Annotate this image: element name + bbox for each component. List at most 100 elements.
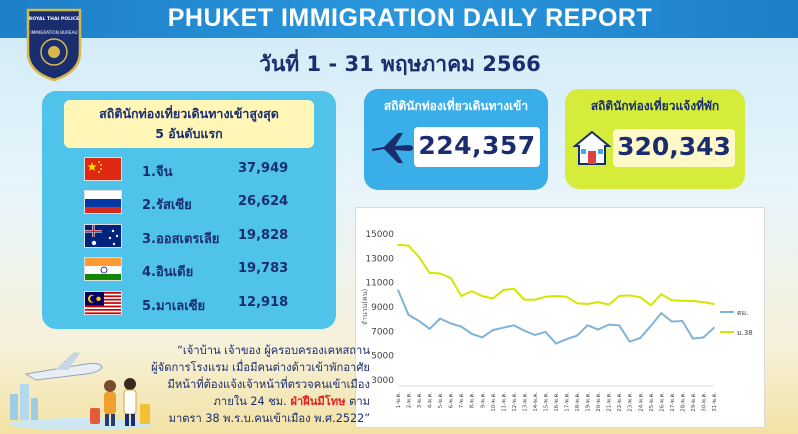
y-tick-label: 13000 <box>365 254 394 264</box>
data-point <box>702 336 705 339</box>
data-point <box>544 331 547 333</box>
x-tick-label: 7-พ.ค. <box>459 392 465 409</box>
data-point <box>660 312 663 314</box>
notice-segment: ภายใน 24 ชม. <box>213 395 287 408</box>
country-value: 37,949 <box>238 161 289 176</box>
notice-line: ภายใน 24 ชม. ฝ่าฝืนมีโทษ ตาม <box>138 393 370 410</box>
reports-value-box: 320,343 <box>613 129 735 167</box>
y-tick-label: 9000 <box>371 303 394 313</box>
x-tick-label: 14-พ.ค. <box>533 392 539 412</box>
x-tick-label: 24-พ.ค. <box>638 392 644 412</box>
india-flag-icon <box>84 257 122 281</box>
x-tick-label: 4-พ.ค. <box>428 392 434 409</box>
x-tick-label: 1-พ.ค. <box>396 392 402 409</box>
y-tick-label: 5000 <box>371 352 394 362</box>
x-tick-label: 15-พ.ค. <box>543 392 549 412</box>
country-row: 1.จีน 37,949 <box>42 157 336 183</box>
y-axis-label: จำนวน(คน) <box>361 289 369 326</box>
data-point <box>428 328 431 330</box>
y-tick-label: 11000 <box>365 279 394 289</box>
x-tick-label: 16-พ.ค. <box>554 392 560 412</box>
x-tick-label: 28-พ.ค. <box>680 392 686 412</box>
data-point <box>565 295 568 298</box>
data-point <box>713 303 715 305</box>
x-tick-label: 18-พ.ค. <box>575 392 581 412</box>
country-value: 19,783 <box>238 261 289 276</box>
data-point <box>639 337 642 339</box>
legend-label: ม.38 <box>737 329 753 337</box>
x-tick-label: 25-พ.ค. <box>649 392 655 412</box>
country-name: 2.รัสเซีย <box>142 198 192 213</box>
airplane-icon <box>372 133 413 163</box>
x-tick-label: 31-พ.ค. <box>712 392 718 412</box>
arrivals-value: 224,357 <box>418 131 536 160</box>
data-point <box>607 323 610 326</box>
data-point <box>502 289 505 291</box>
notice-segment: ตาม <box>349 395 370 408</box>
data-point <box>639 296 642 299</box>
x-tick-label: 26-พ.ค. <box>659 392 665 412</box>
arrivals-title: สถิตินักท่องเที่ยวเดินทางเข้า <box>383 99 529 113</box>
data-point <box>397 244 399 246</box>
x-tick-label: 29-พ.ค. <box>691 392 697 412</box>
x-tick-label: 17-พ.ค. <box>565 392 571 412</box>
data-point <box>460 295 462 297</box>
x-tick-label: 12-พ.ค. <box>512 392 518 412</box>
data-point <box>702 301 705 303</box>
arrivals-value-box: 224,357 <box>414 127 540 167</box>
data-point <box>681 300 684 302</box>
data-point <box>576 302 578 305</box>
country-row: 3.ออสเตรเลีย 19,828 <box>42 224 336 250</box>
top5-title-line2: 5 อันดับแรก <box>155 126 223 141</box>
data-point <box>407 314 410 316</box>
data-point <box>660 293 663 295</box>
x-tick-label: 9-พ.ค. <box>480 392 486 409</box>
malaysia-flag-icon <box>84 291 122 315</box>
country-value: 19,828 <box>238 228 289 243</box>
data-point <box>650 325 652 327</box>
country-row: 2.รัสเซีย 26,624 <box>42 190 336 216</box>
data-point <box>597 328 599 331</box>
data-point <box>470 333 473 335</box>
x-tick-label: 19-พ.ค. <box>586 392 592 412</box>
country-name: 1.จีน <box>142 165 173 180</box>
reports-panel: สถิตินักท่องเที่ยวแจ้งที่พัก 320,343 <box>565 89 745 189</box>
data-point <box>618 295 620 297</box>
x-tick-label: 5-พ.ค. <box>438 392 444 409</box>
travel-illustration-icon <box>9 352 153 430</box>
y-tick-label: 3000 <box>371 376 394 386</box>
country-row: 4.อินเดีย 19,783 <box>42 257 336 283</box>
x-tick-label: 20-พ.ค. <box>596 392 602 412</box>
data-point <box>439 272 441 275</box>
china-flag-icon <box>84 157 122 181</box>
notice-text: “เจ้าบ้าน เจ้าของ ผู้ครอบครองเคหสถาน ผู้… <box>138 342 370 427</box>
data-point <box>586 324 589 327</box>
data-point <box>534 298 536 301</box>
data-point <box>449 322 452 325</box>
data-point <box>555 295 557 297</box>
data-point <box>597 301 599 303</box>
data-point <box>470 290 473 292</box>
x-tick-label: 8-พ.ค. <box>470 392 476 409</box>
badge-top-text: ROYAL THAI POLICE <box>29 16 80 22</box>
data-point <box>449 277 452 279</box>
data-point <box>418 320 420 322</box>
notice-penalty-text: ฝ่าฝืนมีโทษ <box>290 395 346 408</box>
data-point <box>555 342 557 345</box>
data-point <box>692 337 694 340</box>
data-point <box>492 297 494 300</box>
data-point <box>628 340 631 343</box>
reports-title: สถิตินักท่องเที่ยวแจ้งที่พัก <box>590 99 720 113</box>
country-name: 4.อินเดีย <box>142 265 194 280</box>
top5-title: สถิตินักท่องเที่ยวเดินทางเข้าสูงสุด 5 อั… <box>64 100 314 148</box>
x-tick-label: 13-พ.ค. <box>522 392 528 412</box>
data-point <box>397 289 399 291</box>
data-point <box>418 256 420 258</box>
y-tick-label: 15000 <box>365 230 394 240</box>
data-point <box>492 329 494 331</box>
legend-label: ตม. <box>737 309 748 317</box>
data-point <box>523 329 526 332</box>
x-tick-label: 30-พ.ค. <box>701 392 707 412</box>
x-tick-label: 27-พ.ค. <box>670 392 676 412</box>
notice-line: มาตรา 38 พ.ร.บ.คนเข้าเมือง พ.ศ.2522” <box>168 412 370 425</box>
